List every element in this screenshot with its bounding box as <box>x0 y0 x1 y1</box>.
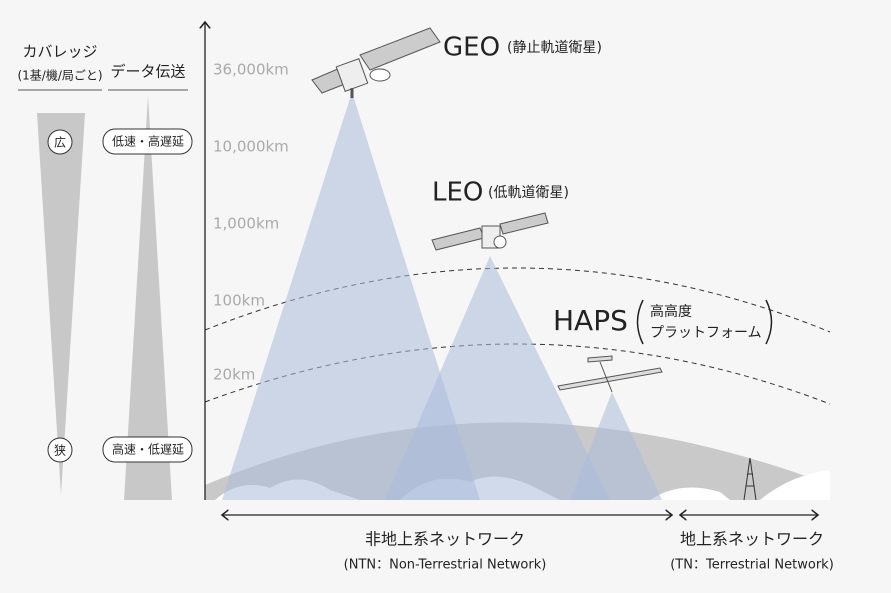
badge <box>102 128 193 155</box>
altitude-label: 10,000km <box>213 138 289 156</box>
haps-beam <box>570 392 662 500</box>
altitude-label: 36,000km <box>213 61 289 79</box>
leo-name: LEO <box>432 178 483 208</box>
altitude-label: 100km <box>213 292 265 310</box>
coverage-title: カバレッジ <box>22 43 97 61</box>
bracket <box>765 299 773 345</box>
transfer-bottom: 高速・低遅延 <box>112 442 184 457</box>
badge <box>102 436 193 463</box>
badge <box>47 129 73 155</box>
transfer-title: データ伝送 <box>110 63 185 81</box>
badge <box>47 437 73 463</box>
tower <box>743 457 757 501</box>
haps-note-2: プラットフォーム <box>650 325 762 341</box>
tn-name: 地上系ネットワーク <box>680 530 824 549</box>
leo-satellite <box>431 212 549 251</box>
altitude-label: 20km <box>213 366 255 384</box>
coverage-narrow: 狭 <box>54 444 66 458</box>
tn-note: (TN：Terrestrial Network) <box>670 558 834 573</box>
ntn-note: (NTN：Non-Terrestrial Network) <box>344 558 547 573</box>
transfer-wedge <box>124 96 172 500</box>
coverage-wedge <box>37 113 85 495</box>
bracket <box>636 299 644 345</box>
leo-beam <box>385 256 610 500</box>
coverage-wide: 広 <box>54 136 66 150</box>
geo-name: GEO <box>443 33 500 63</box>
haps-note-1: 高高度 <box>650 303 692 320</box>
haps-name: HAPS <box>553 304 628 337</box>
geo-note: (静止軌道衛星) <box>507 40 602 56</box>
coverage-subtitle: (1基/機/局ごと) <box>17 68 102 83</box>
leo-note: (低軌道衛星) <box>488 185 569 201</box>
haps-aircraft <box>557 355 663 393</box>
geo-beam <box>222 92 480 500</box>
transfer-top: 低速・高遅延 <box>112 134 184 149</box>
geo-satellite <box>311 27 441 98</box>
altitude-label: 1,000km <box>213 215 279 233</box>
ntn-name: 非地上系ネットワーク <box>365 530 525 549</box>
